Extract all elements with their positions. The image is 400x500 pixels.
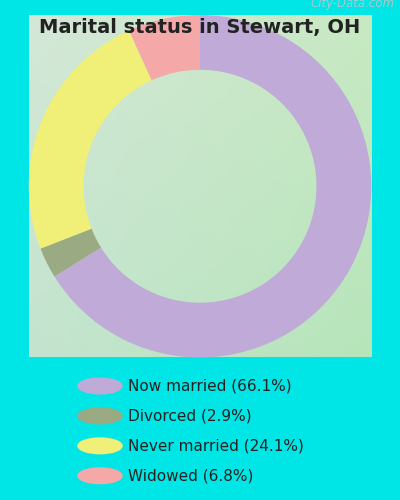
Wedge shape <box>129 15 200 80</box>
Circle shape <box>78 438 122 454</box>
Wedge shape <box>29 30 152 248</box>
Text: Now married (66.1%): Now married (66.1%) <box>128 378 292 394</box>
Text: Widowed (6.8%): Widowed (6.8%) <box>128 468 253 483</box>
Circle shape <box>78 468 122 483</box>
Text: City-Data.com: City-Data.com <box>310 0 394 10</box>
Circle shape <box>78 408 122 424</box>
Text: Never married (24.1%): Never married (24.1%) <box>128 438 304 454</box>
Wedge shape <box>54 15 371 357</box>
Text: Marital status in Stewart, OH: Marital status in Stewart, OH <box>39 18 361 36</box>
Wedge shape <box>40 228 101 276</box>
Text: Divorced (2.9%): Divorced (2.9%) <box>128 408 252 424</box>
Circle shape <box>78 378 122 394</box>
